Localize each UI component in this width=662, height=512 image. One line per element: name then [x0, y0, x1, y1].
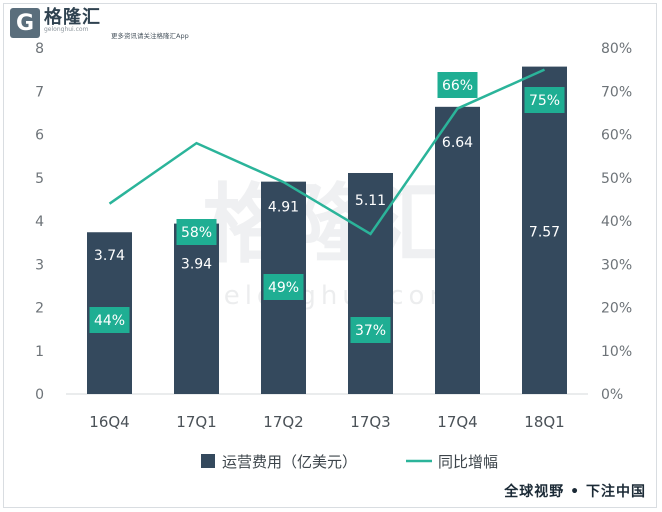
y-left-tick-label: 3 — [35, 257, 44, 273]
y-right-tick-label: 10% — [601, 344, 632, 360]
growth-label-box — [524, 87, 565, 113]
x-tick-label: 16Q4 — [89, 413, 129, 431]
brand-name: 格隆汇 — [44, 7, 101, 28]
watermark-text: 格隆汇 — [202, 175, 460, 275]
y-left-tick-label: 2 — [35, 301, 44, 317]
bar — [174, 223, 219, 394]
growth-label-box — [176, 219, 217, 245]
y-left-tick-label: 1 — [35, 344, 44, 360]
brand-text: 格隆汇 gelonghui.com — [44, 8, 101, 34]
x-tick-label: 17Q4 — [437, 413, 477, 431]
growth-value-label: 44% — [94, 313, 125, 329]
y-right-tick-label: 30% — [601, 257, 632, 273]
growth-label-box — [350, 317, 391, 343]
bar-value-label: 3.74 — [94, 248, 125, 264]
y-right-tick-label: 0% — [601, 387, 623, 403]
watermark-domain: gelonghui.com — [202, 281, 460, 311]
bar-value-label: 5.11 — [355, 193, 386, 209]
y-right-tick-label: 80% — [601, 41, 632, 57]
growth-value-label: 49% — [268, 280, 299, 296]
legend-line-label: 同比增幅 — [438, 453, 498, 471]
growth-label-box — [263, 274, 304, 300]
growth-value-label: 66% — [442, 78, 473, 94]
x-tick-label: 17Q2 — [263, 413, 303, 431]
brand-logo-icon: G — [10, 8, 40, 38]
bar-value-label: 4.91 — [268, 200, 299, 216]
bar — [522, 66, 567, 394]
brand-slogan: 更多资讯请关注格隆汇App — [111, 32, 189, 40]
y-left-tick-label: 5 — [35, 171, 44, 187]
brand-domain: gelonghui.com — [44, 26, 89, 33]
bar — [348, 172, 393, 394]
y-left-tick-label: 8 — [35, 41, 44, 57]
legend-bar-swatch — [201, 454, 215, 468]
growth-line — [108, 68, 546, 236]
growth-value-label: 75% — [529, 93, 560, 109]
legend-bar-label: 运营费用（亿美元） — [222, 453, 357, 471]
bar-value-label: 6.64 — [442, 135, 473, 151]
y-left-tick-label: 4 — [35, 214, 44, 230]
y-right-tick-label: 40% — [601, 214, 632, 230]
bar-value-label: 7.57 — [529, 225, 560, 241]
growth-label-box — [89, 307, 130, 333]
chart-frame: 格隆汇 gelonghui.com 0 1 2 3 4 5 6 7 8 0% 10% 20% 30% 40% 5… — [3, 3, 657, 508]
x-tick-label: 17Q1 — [176, 413, 216, 431]
footer-tagline: 全球视野 • 下注中国 — [504, 484, 646, 500]
y-right-tick-label: 50% — [601, 171, 632, 187]
growth-value-label: 37% — [355, 323, 386, 339]
y-left-tick-label: 6 — [35, 128, 44, 144]
bar-value-label: 3.94 — [181, 257, 212, 273]
y-right-tick-label: 20% — [601, 301, 632, 317]
growth-label-box — [437, 72, 478, 98]
y-left-tick-label: 0 — [35, 387, 44, 403]
growth-value-label: 58% — [181, 225, 212, 241]
y-right-tick-label: 70% — [601, 84, 632, 100]
y-right-tick-label: 60% — [601, 128, 632, 144]
chart: 格隆汇gelonghui.com0123456780%10%20%30%40%5… — [35, 41, 632, 471]
brand-header: G 格隆汇 gelonghui.com 更多资讯请关注格隆汇App — [10, 8, 189, 40]
y-left-tick-label: 7 — [35, 84, 44, 100]
bar — [435, 106, 480, 394]
x-tick-label: 18Q1 — [524, 413, 564, 431]
x-tick-label: 17Q3 — [350, 413, 390, 431]
